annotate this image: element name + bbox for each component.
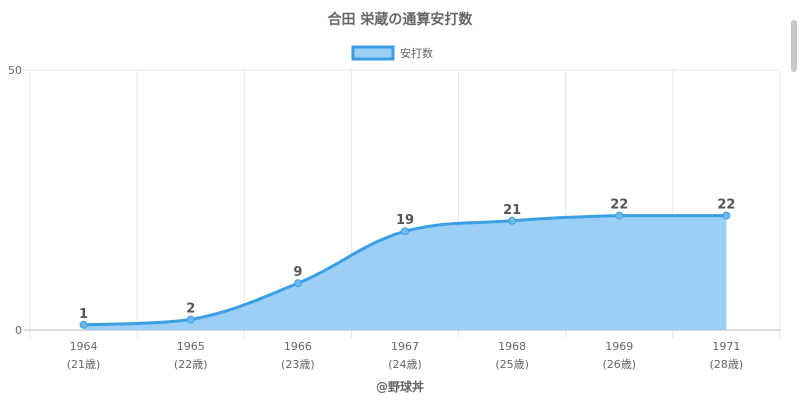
y-tick-label: 50 [8,64,22,77]
legend[interactable]: 安打数 [351,45,433,61]
x-tick-label: 1965 [177,340,205,353]
data-labels: 1 2 9 19 21 22 22 [79,198,735,322]
data-point [79,320,88,329]
data-point [401,227,409,236]
data-label: 22 [610,198,628,213]
x-tick-label: 1964 [70,340,98,353]
data-point [722,211,731,220]
data-point [186,315,195,324]
x-axis: 1964 (21歳) 1965 (22歳) 1966 (23歳) 1967 (24歳) 1968… [67,340,743,371]
data-point [615,211,624,220]
x-tick-label: 1971 [712,340,740,353]
scrollbar-thumb[interactable] [791,20,797,72]
x-tick-label: 1968 [498,340,526,353]
data-label: 9 [293,265,302,280]
x-tick-sublabel: (21歳) [67,358,101,371]
data-point [293,279,302,288]
data-label: 22 [717,198,735,213]
data-points [79,211,731,329]
credit-text: @野球丼 [376,379,424,394]
x-tick-sublabel: (28歳) [710,358,744,371]
legend-swatch [351,45,395,61]
data-point [508,216,517,225]
x-tick-sublabel: (24歳) [388,358,422,371]
x-tick-label: 1966 [284,340,312,353]
x-tick-sublabel: (26歳) [602,358,636,371]
data-label: 21 [503,203,521,218]
x-tick-sublabel: (23歳) [281,358,315,371]
x-tick-sublabel: (25歳) [495,358,529,371]
y-tick-label: 0 [15,324,22,337]
data-label: 2 [186,302,195,317]
y-axis: 0 50 [8,64,22,337]
legend-label: 安打数 [400,46,433,60]
x-tick-label: 1967 [391,340,419,353]
series-area [83,215,727,330]
x-tick-label: 1969 [605,340,633,353]
x-tick-sublabel: (22歳) [174,358,208,371]
chart-title: 合田 栄蔵の通算安打数 [328,11,474,28]
data-label: 19 [396,213,414,228]
data-label: 1 [79,307,88,322]
